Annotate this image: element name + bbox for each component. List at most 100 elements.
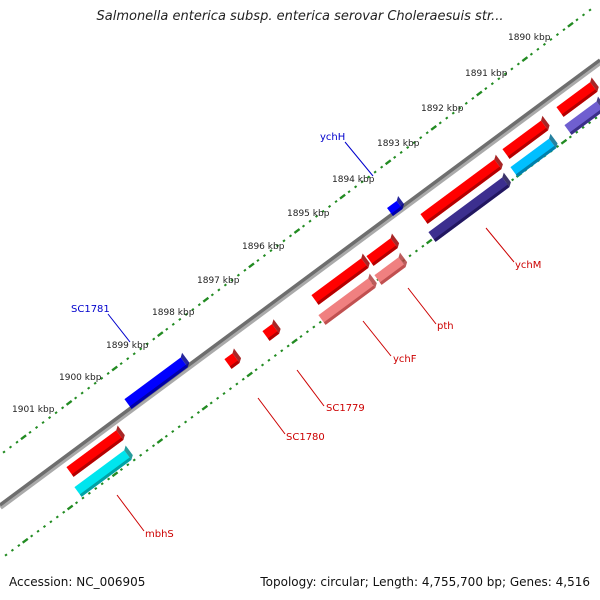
outer-tick (248, 262, 255, 269)
inner-tick (414, 249, 418, 253)
outer-tick (243, 268, 247, 272)
outer-tick (34, 425, 39, 429)
inner-tick (126, 463, 130, 467)
feature-ychM-navy (428, 172, 511, 242)
inner-tick (30, 534, 34, 538)
outer-tick (48, 416, 52, 420)
inner-tick (100, 482, 104, 486)
gene-labels: ychH SC1781 ychM pth ychF SC1779 SC1780 mbhS (71, 132, 541, 540)
inner-tick (74, 501, 79, 505)
outer-tick (74, 396, 78, 400)
inner-tick (235, 382, 239, 386)
inner-tick (17, 543, 21, 548)
outer-tick (314, 214, 319, 218)
inner-tick (286, 344, 290, 348)
inner-tick (55, 515, 59, 519)
accession-text: Accession: NC_006905 (9, 575, 146, 589)
scale-label: 1892 kbp (421, 104, 464, 114)
inner-tick (107, 477, 111, 481)
outer-tick (419, 136, 423, 140)
inner-tick (66, 504, 74, 511)
outer-tick (503, 72, 507, 76)
inner-tick (42, 524, 47, 529)
inner-tick (291, 338, 298, 345)
scale-label: 1890 kbp (508, 33, 551, 43)
gene-label-leader (257, 397, 286, 435)
outer-tick (464, 101, 468, 105)
outer-tick (458, 106, 462, 110)
outer-tick (54, 411, 58, 415)
gene-label-SC1781[interactable]: SC1781 (71, 304, 110, 315)
outer-tick (262, 254, 267, 258)
outer-tick (575, 18, 579, 22)
outer-tick (275, 244, 280, 248)
inner-tick (228, 387, 233, 391)
scale-label: 1893 kbp (377, 139, 420, 149)
outer-tick (223, 283, 227, 287)
outer-tick (484, 87, 488, 91)
gene-features (66, 77, 600, 497)
inner-tick (177, 425, 181, 429)
outer-tick (588, 8, 592, 12)
outer-tick (236, 273, 240, 277)
outer-tick (384, 159, 392, 166)
outer-tick (451, 111, 455, 115)
outer-tick (339, 193, 346, 200)
outer-scale-ticks (2, 8, 592, 454)
gene-label-pth[interactable]: pth (437, 321, 454, 332)
inner-tick (145, 448, 149, 453)
outer-tick (497, 77, 501, 81)
outer-tick (139, 347, 143, 351)
inner-tick (4, 553, 8, 557)
outer-tick (15, 440, 19, 444)
gene-label-leader (344, 141, 374, 177)
gene-label-SC1780[interactable]: SC1780 (286, 432, 325, 443)
inner-tick (94, 486, 98, 491)
outer-tick (165, 327, 169, 331)
inner-tick (36, 529, 40, 533)
outer-tick (288, 234, 293, 238)
inner-tick (164, 434, 168, 438)
feature-ychF-cds (311, 253, 370, 305)
inner-tick (241, 377, 245, 381)
inner-tick (246, 371, 253, 378)
outer-tick (93, 381, 97, 385)
inner-tick (318, 320, 322, 324)
scale-label: 1899 kbp (106, 341, 149, 351)
feature-cds-5 (502, 115, 550, 159)
gene-label-ychM[interactable]: ychM (515, 260, 541, 271)
outer-tick (445, 116, 449, 120)
outer-tick (256, 258, 260, 262)
outer-tick (476, 90, 483, 97)
outer-tick (8, 445, 13, 449)
outer-tick (360, 180, 364, 184)
gene-label-SC1779[interactable]: SC1779 (326, 403, 365, 414)
gene-label-leader (116, 494, 145, 532)
map-title: Salmonella enterica subsp. enterica sero… (96, 9, 504, 24)
inner-tick (299, 334, 303, 339)
gene-label-mbhS[interactable]: mbhS (145, 529, 174, 540)
feature-cds-6 (556, 77, 599, 117)
outer-tick (567, 21, 574, 28)
outer-tick (490, 82, 494, 86)
outer-tick (438, 121, 442, 125)
outer-tick (293, 228, 301, 234)
outer-tick (41, 421, 45, 425)
feature-mbhS-cds (66, 425, 125, 477)
outer-tick (549, 37, 553, 41)
outer-tick (327, 204, 332, 208)
outer-tick (28, 430, 32, 434)
gene-label-leader (107, 313, 131, 343)
gene-label-ychF[interactable]: ychF (393, 354, 417, 365)
feature-pth-cds (366, 233, 400, 266)
gene-label-ychH[interactable]: ychH (320, 132, 345, 143)
gene-label-leader (485, 227, 515, 263)
scale-label: 1901 kbp (12, 405, 55, 415)
inner-tick (151, 444, 156, 448)
inner-tick (190, 415, 194, 419)
inner-tick (184, 420, 188, 424)
outer-tick (269, 249, 273, 253)
scale-label: 1894 kbp (332, 175, 375, 185)
gene-label-leader (407, 287, 437, 325)
outer-tick (184, 312, 188, 317)
